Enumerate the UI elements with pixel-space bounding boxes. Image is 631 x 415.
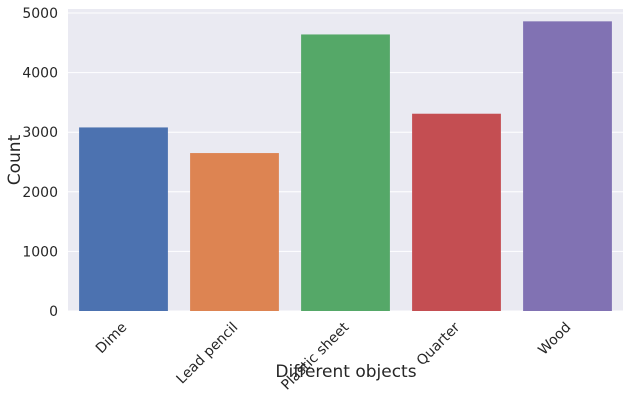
bar — [79, 127, 168, 311]
x-axis-label: Different objects — [275, 362, 416, 382]
y-tick-label: 5000 — [22, 6, 58, 22]
x-tick-label: Wood — [535, 320, 574, 359]
bar — [301, 34, 390, 312]
x-tick-label: Lead pencil — [173, 320, 241, 388]
x-tick-labels: Dime Lead pencil Plastic sheet Quarter Wood — [93, 319, 574, 393]
bar — [190, 153, 279, 311]
bar — [412, 113, 501, 311]
x-tick-label: Dime — [93, 320, 130, 357]
y-tick-labels: 0 1000 2000 3000 4000 5000 — [22, 6, 58, 320]
y-tick-label: 1000 — [22, 244, 58, 260]
x-tick-label: Quarter — [414, 319, 464, 369]
y-axis-label: Count — [5, 134, 25, 185]
y-tick-label: 2000 — [22, 185, 58, 201]
bar — [523, 21, 612, 312]
y-tick-label: 4000 — [22, 66, 58, 82]
x-tick-label: Plastic sheet — [278, 319, 352, 393]
bars — [79, 21, 612, 312]
y-tick-label: 3000 — [22, 125, 58, 141]
y-tick-label: 0 — [49, 304, 58, 320]
